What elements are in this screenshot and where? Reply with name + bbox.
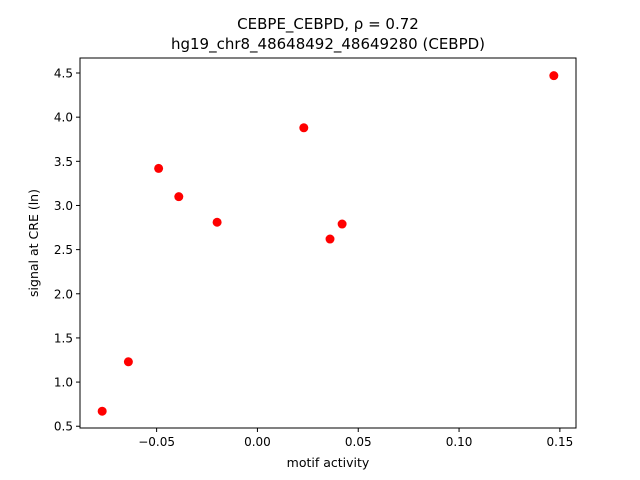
y-tick-label: 4.0: [54, 111, 73, 125]
chart-subtitle: hg19_chr8_48648492_48649280 (CEBPD): [171, 35, 485, 54]
plot-frame: [79, 57, 577, 429]
data-point-2: [154, 163, 164, 173]
y-tick-label: 2.5: [54, 243, 73, 257]
y-tick-label: 0.5: [54, 420, 73, 434]
data-point-1: [123, 357, 133, 367]
x-tick-label: 0.10: [446, 435, 473, 449]
x-tick-label: 0.00: [244, 435, 271, 449]
y-tick-label: 3.0: [54, 199, 73, 213]
x-tick-label: 0.05: [345, 435, 372, 449]
y-tick-label: 1.5: [54, 331, 73, 345]
chart-title: CEBPE_CEBPD, ρ = 0.72: [237, 15, 419, 34]
data-point-7: [337, 219, 347, 229]
x-axis-label: motif activity: [287, 455, 370, 470]
y-tick-label: 4.5: [54, 67, 73, 81]
data-point-5: [299, 123, 309, 133]
data-point-0: [97, 406, 107, 416]
y-axis-ticks: 0.5 1.0 1.5 2.0 2.5 3.0 3.5 4.0 4.5: [54, 67, 80, 434]
y-tick-label: 2.0: [54, 287, 73, 301]
y-axis-label: signal at CRE (ln): [26, 189, 41, 297]
data-point-3: [174, 192, 184, 202]
data-point-6: [325, 234, 335, 244]
data-point-8: [549, 71, 559, 81]
x-axis-ticks: −0.05 0.00 0.05 0.10 0.15: [138, 428, 573, 449]
data-points: [97, 71, 559, 416]
x-tick-label: −0.05: [138, 435, 175, 449]
y-tick-label: 3.5: [54, 155, 73, 169]
x-tick-label: 0.15: [547, 435, 574, 449]
y-tick-label: 1.0: [54, 376, 73, 390]
data-point-4: [212, 217, 222, 227]
